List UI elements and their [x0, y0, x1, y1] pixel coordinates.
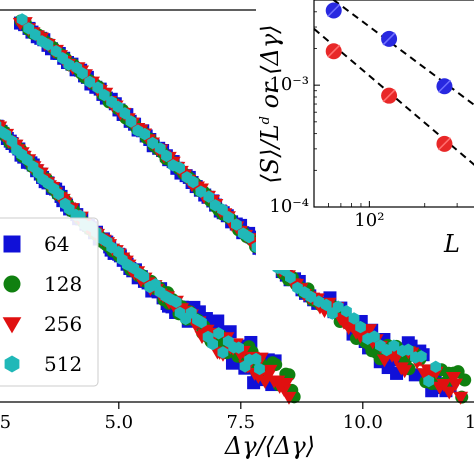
data-point-512 — [423, 374, 435, 388]
legend-marker-64 — [3, 235, 21, 253]
data-point-512 — [207, 337, 218, 351]
data-point-512 — [125, 115, 137, 128]
data-point-512 — [77, 67, 88, 80]
inset-y-label: ⟨S⟩/Ld or ⟨Δγ⟩ — [256, 24, 284, 183]
data-point-256 — [262, 364, 278, 378]
data-point-512 — [285, 271, 296, 284]
data-point-512 — [53, 187, 64, 201]
data-point-512 — [320, 298, 332, 312]
legend-frame — [0, 217, 99, 387]
data-point-256 — [436, 379, 452, 392]
inset-chart: 10⁻³ 10⁻⁴ 10² ⟨S⟩/Ld or ⟨Δγ⟩ L — [256, 0, 474, 270]
data-point-512 — [154, 142, 166, 155]
data-point-256 — [453, 391, 469, 405]
data-point-512 — [254, 362, 265, 376]
data-point-512 — [368, 330, 380, 343]
legend-marker-128 — [3, 275, 21, 293]
data-point-512 — [99, 88, 110, 102]
main-plot-area — [0, 13, 472, 405]
legend-marker-512 — [4, 355, 20, 373]
data-point-512 — [243, 231, 255, 244]
main-x-ticks: 2.5 5.0 7.5 10.0 12.5 — [0, 402, 474, 433]
data-point-512 — [138, 270, 150, 283]
legend: 64 128 256 512 — [0, 217, 99, 387]
inset-error-bar — [327, 44, 341, 58]
main-x-label: Δγ/⟨Δγ⟩ — [224, 432, 315, 460]
data-point-512 — [217, 346, 229, 359]
legend-label: 128 — [44, 272, 82, 296]
legend-label: 64 — [44, 232, 69, 256]
data-point-512 — [203, 190, 215, 203]
data-point-512 — [213, 327, 224, 340]
data-point-256 — [397, 365, 413, 379]
inset-x-tick-label: 10² — [354, 210, 384, 231]
data-point-512 — [186, 306, 197, 319]
legend-label: 512 — [44, 352, 82, 376]
data-point-512 — [430, 360, 442, 373]
x-tick-label: 12.5 — [465, 412, 474, 433]
inset-error-bar — [382, 32, 396, 46]
data-point-512 — [16, 13, 28, 26]
inset-error-bar — [327, 3, 341, 18]
legend-marker-256 — [2, 317, 22, 334]
inset-error-bar — [382, 89, 396, 103]
data-point-512 — [355, 320, 366, 334]
inset-x-label: L — [443, 230, 460, 258]
data-point-64 — [211, 314, 225, 328]
x-tick-label: 2.5 — [0, 412, 11, 433]
data-point-256 — [445, 371, 461, 385]
data-point-512 — [119, 107, 131, 120]
data-point-512 — [6, 135, 18, 148]
data-point-512 — [402, 343, 414, 356]
inset-error-bar — [437, 79, 451, 93]
data-point-512 — [250, 352, 262, 366]
data-point-256 — [281, 391, 297, 405]
inset-fit-line — [313, 28, 474, 166]
legend-label: 256 — [44, 312, 82, 336]
data-point-512 — [416, 350, 427, 363]
data-point-512 — [348, 312, 360, 325]
inset-y-tick-label: 10⁻³ — [269, 74, 309, 95]
x-tick-label: 7.5 — [226, 412, 255, 433]
data-point-256 — [250, 370, 266, 384]
data-point-512 — [217, 203, 228, 216]
data-point-512 — [341, 305, 352, 318]
data-point-256 — [278, 378, 294, 391]
main-data-markers — [0, 13, 472, 405]
data-point-512 — [332, 300, 344, 313]
data-point-512 — [174, 161, 185, 174]
data-point-256 — [441, 386, 457, 400]
data-point-512 — [187, 175, 199, 189]
data-point-512 — [233, 341, 244, 354]
data-point-512 — [139, 127, 151, 141]
data-point-128 — [458, 373, 472, 387]
data-point-256 — [388, 352, 404, 366]
data-point-512 — [170, 295, 182, 309]
inset-frame — [313, 0, 474, 208]
data-point-512 — [42, 38, 54, 51]
data-point-512 — [223, 211, 234, 224]
data-point-512 — [92, 81, 104, 94]
data-point-512 — [388, 339, 400, 352]
inset-y-tick-label: 10⁻⁴ — [269, 196, 309, 217]
x-tick-label: 10.0 — [343, 412, 383, 433]
data-point-512 — [231, 218, 242, 231]
inset-error-bar — [437, 137, 451, 151]
data-point-512 — [161, 149, 172, 163]
data-point-512 — [196, 316, 207, 329]
x-tick-label: 5.0 — [104, 412, 133, 433]
data-point-256 — [447, 378, 463, 392]
